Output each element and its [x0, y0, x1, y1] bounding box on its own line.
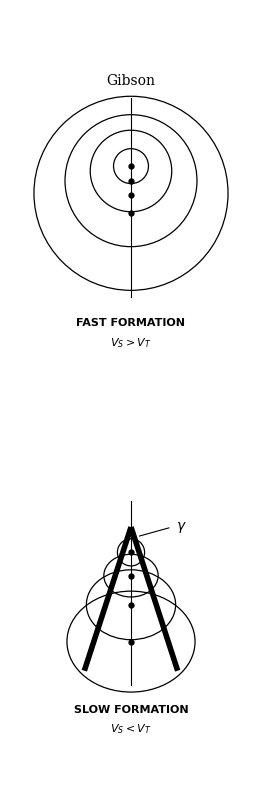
Text: $V_S < V_T$: $V_S < V_T$	[110, 722, 152, 736]
Text: $\gamma$: $\gamma$	[176, 520, 186, 534]
Text: Gibson: Gibson	[106, 74, 156, 88]
Text: FAST FORMATION: FAST FORMATION	[77, 318, 185, 329]
Text: $V_S > V_T$: $V_S > V_T$	[110, 336, 152, 350]
Text: SLOW FORMATION: SLOW FORMATION	[74, 704, 188, 714]
